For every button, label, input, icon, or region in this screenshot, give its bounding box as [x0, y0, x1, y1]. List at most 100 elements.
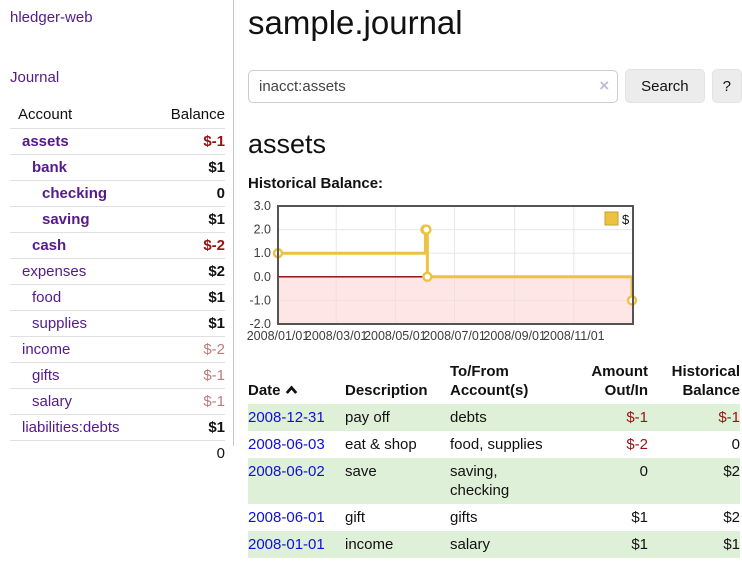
app-title-link[interactable]: hledger-web — [10, 9, 93, 26]
chart-title: Historical Balance: — [248, 175, 384, 192]
accounts-table: Account Balance assets $-1 bank $1 — [10, 102, 225, 466]
transaction-date-link[interactable]: 2008-06-03 — [248, 436, 325, 453]
account-link[interactable]: assets — [22, 133, 69, 150]
account-row: income $-2 — [10, 336, 225, 363]
legend-swatch — [604, 211, 619, 226]
account-link[interactable]: income — [22, 341, 71, 358]
app-title: hledger-web — [10, 9, 225, 26]
account-balance: $1 — [147, 284, 225, 311]
account-link[interactable]: bank — [32, 159, 68, 176]
register-row: 2008-06-03 eat & shop food, supplies $-2… — [248, 431, 740, 458]
account-row: salary $-1 — [10, 388, 225, 415]
legend-label: $ — [622, 212, 630, 227]
account-row: checking 0 — [10, 180, 225, 207]
transaction-amount: 0 — [639, 463, 648, 480]
account-link[interactable]: checking — [42, 185, 108, 202]
transaction-amount: $1 — [631, 536, 648, 553]
account-link[interactable]: gifts — [32, 367, 60, 384]
plot-border — [277, 205, 634, 325]
account-balance: 0 — [147, 180, 225, 207]
accounts-header-row: Account Balance — [10, 102, 225, 129]
search-box: × — [248, 69, 619, 103]
account-row: food $1 — [10, 284, 225, 311]
accounts-header-balance: Balance — [170, 106, 225, 123]
account-balance: $1 — [147, 154, 225, 181]
account-row: saving $1 — [10, 206, 225, 233]
data-point — [421, 224, 432, 235]
accounts-total-spacer — [10, 440, 148, 466]
transaction-balance: $1 — [723, 536, 740, 553]
x-tick-label: 2008/05/01 — [364, 329, 427, 343]
register-header-date-label: Date — [248, 382, 281, 399]
account-link[interactable]: salary — [32, 393, 73, 410]
sidebar-item-journal[interactable]: Journal — [10, 69, 60, 86]
register-table: Date Description To/From Account(s) Amou… — [248, 356, 740, 558]
x-tick-label: 2008/09/01 — [483, 329, 546, 343]
transaction-accounts: food, supplies — [450, 436, 543, 453]
transaction-balance: 0 — [731, 436, 740, 453]
transaction-date-link[interactable]: 2008-01-01 — [248, 536, 325, 553]
account-row: gifts $-1 — [10, 362, 225, 389]
register-header-row: Date Description To/From Account(s) Amou… — [248, 356, 740, 404]
account-link[interactable]: expenses — [22, 263, 87, 280]
account-link[interactable]: cash — [32, 237, 67, 254]
y-tick-label: 3.0 — [254, 199, 271, 213]
transaction-description: eat & shop — [345, 436, 417, 453]
sidebar: hledger-web Journal Account Balance asse… — [0, 0, 234, 466]
search-button[interactable]: Search — [625, 69, 705, 103]
account-row: cash $-2 — [10, 232, 225, 259]
account-balance: $1 — [147, 206, 225, 233]
account-balance: $1 — [147, 414, 225, 441]
main-content: sample.journal × Search ? assets Histori… — [234, 0, 742, 558]
y-tick-label: 0.0 — [254, 270, 271, 284]
y-tick-label: 1.0 — [254, 246, 271, 260]
transaction-accounts: salary — [450, 536, 491, 553]
transaction-balance: $-1 — [718, 409, 740, 426]
sidebar-nav: Journal — [10, 69, 225, 86]
y-tick-label: -1.0 — [249, 293, 271, 307]
register-row: 2008-06-02 save saving, checking 0 $2 — [248, 458, 740, 504]
account-row: liabilities:debts $1 — [10, 414, 225, 441]
register-header-balance: Historical Balance — [671, 363, 740, 399]
x-tick-label: 2008/11/01 — [543, 329, 605, 343]
register-header-amount: Amount Out/In — [591, 363, 648, 399]
account-row: supplies $1 — [10, 310, 225, 337]
register-header-description: Description — [345, 382, 428, 399]
register-row: 2008-01-01 income salary $1 $1 — [248, 531, 740, 558]
transaction-date-link[interactable]: 2008-12-31 — [248, 409, 325, 426]
account-link[interactable]: liabilities:debts — [22, 419, 120, 436]
account-balance: $-2 — [147, 232, 225, 259]
account-link[interactable]: saving — [42, 211, 90, 228]
register-row: 2008-12-31 pay off debts $-1 $-1 — [248, 404, 740, 431]
account-balance: $-1 — [147, 388, 225, 415]
clear-search-icon[interactable]: × — [599, 75, 610, 95]
register-header-date[interactable]: Date — [248, 356, 345, 404]
transaction-date-link[interactable]: 2008-06-02 — [248, 463, 325, 480]
x-tick-label: 2008/03/01 — [305, 329, 368, 343]
transaction-date-link[interactable]: 2008-06-01 — [248, 509, 325, 526]
transaction-balance: $2 — [723, 463, 740, 480]
y-tick-label: 2.0 — [254, 223, 271, 237]
sort-ascending-icon — [285, 381, 298, 400]
accounts-total-balance: 0 — [147, 440, 225, 466]
account-link[interactable]: food — [32, 289, 62, 306]
transaction-description: gift — [345, 509, 366, 526]
accounts-header-account: Account — [18, 106, 73, 123]
account-balance: $1 — [147, 310, 225, 337]
x-tick-label: 2008/07/01 — [423, 329, 486, 343]
account-heading: assets — [248, 129, 327, 159]
chart-canvas: $3.0 2.0 1.0 0.0 -1.0 -2.02008/01/012008/03/0… — [247, 199, 638, 343]
account-row: assets $-1 — [10, 128, 225, 155]
account-balance: $-2 — [147, 336, 225, 363]
search-input[interactable] — [248, 69, 619, 103]
negative-region — [278, 276, 633, 324]
account-row: bank $1 — [10, 154, 225, 181]
accounts-total-row: 0 — [10, 440, 225, 466]
x-tick-label: 2008/01/01 — [247, 329, 310, 343]
transaction-description: income — [345, 536, 394, 553]
page-title: sample.journal — [248, 4, 463, 41]
search-help-button[interactable]: ? — [711, 69, 742, 103]
transaction-amount: $-2 — [626, 436, 648, 453]
register-header-accounts: To/From Account(s) — [450, 363, 529, 399]
account-link[interactable]: supplies — [32, 315, 88, 332]
